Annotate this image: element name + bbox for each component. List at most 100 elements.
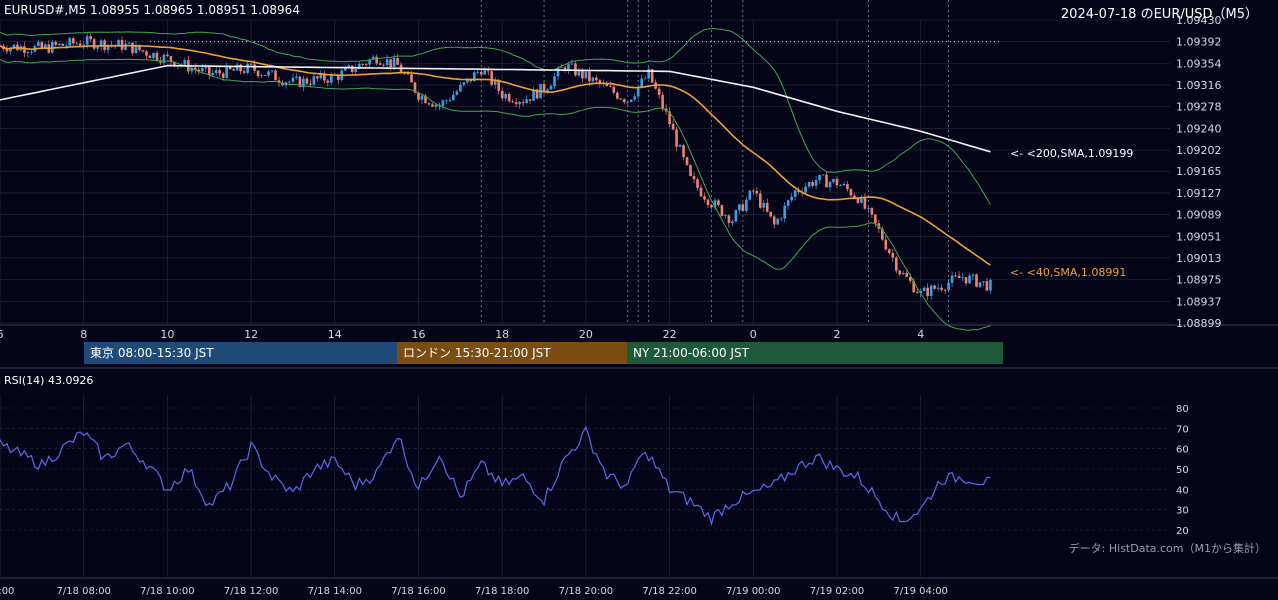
candle-body <box>68 38 72 46</box>
candle-body <box>668 111 671 125</box>
session-london: ロンドン 15:30-21:00 JST <box>397 342 627 364</box>
candle-body <box>685 157 689 166</box>
bollinger-upper-line <box>0 28 991 205</box>
candle-body <box>891 252 895 258</box>
candle-body <box>427 103 431 105</box>
candle-body <box>752 190 755 192</box>
candle-body <box>364 64 368 66</box>
candle-body <box>839 185 842 186</box>
rsi-tick-label: 60 <box>1176 445 1189 456</box>
session-bar: 東京 08:00-15:30 JST ロンドン 15:30-21:00 JST … <box>84 342 1003 364</box>
candle-body <box>417 92 420 100</box>
candle-body <box>898 270 902 275</box>
candle-body <box>964 277 968 284</box>
candle-body <box>570 63 574 65</box>
candle-body <box>724 215 727 217</box>
candle-body <box>120 40 124 50</box>
candle-body <box>556 67 560 77</box>
candle-body <box>609 86 612 87</box>
candle-body <box>901 272 905 275</box>
candle-body <box>954 275 957 277</box>
candle-body <box>922 287 926 291</box>
candle-body <box>124 43 127 50</box>
sma200-line <box>0 64 991 153</box>
candle-body <box>943 289 947 291</box>
candle-body <box>298 76 302 88</box>
candle-body <box>61 43 65 46</box>
candle-body <box>347 65 351 68</box>
session-tokyo: 東京 08:00-15:30 JST <box>84 342 397 364</box>
bollinger-lower-line <box>0 58 991 331</box>
candle-body <box>518 102 521 105</box>
price-tick-label: 1.09051 <box>1176 230 1222 243</box>
candle-body <box>807 182 811 187</box>
candle-body <box>281 82 284 86</box>
time-tick-label: 7/18 22:00 <box>642 586 696 597</box>
candle-body <box>424 95 427 104</box>
candle-body <box>256 70 260 77</box>
candle-body <box>434 104 438 107</box>
candle-body <box>528 99 532 101</box>
price-tick-label: 1.09013 <box>1176 252 1222 265</box>
candle-body <box>37 42 40 46</box>
candle-body <box>309 83 312 85</box>
candle-body <box>194 67 197 70</box>
candle-body <box>786 200 790 206</box>
candle-body <box>968 275 971 284</box>
candle-body <box>511 101 514 103</box>
candle-body <box>92 39 96 49</box>
candle-body <box>741 204 745 211</box>
candle-body <box>720 204 724 216</box>
candle-body <box>532 89 535 101</box>
candle-body <box>211 73 215 75</box>
rsi-tick-label: 50 <box>1176 465 1189 476</box>
price-tick-label: 1.09430 <box>1176 14 1222 27</box>
candle-body <box>316 76 319 79</box>
candle-body <box>89 36 92 40</box>
candle-body <box>166 54 169 57</box>
candle-body <box>581 69 584 79</box>
time-tick-label: 7/18 18:00 <box>475 586 529 597</box>
candle-body <box>389 59 392 67</box>
candle-body <box>131 42 134 54</box>
candle-body <box>769 211 773 217</box>
price-tick-label: 1.09127 <box>1176 187 1222 200</box>
candle-body <box>106 44 110 50</box>
candle-body <box>253 64 256 71</box>
price-tick-label: 1.09278 <box>1176 101 1222 114</box>
hour-tick-label: 20 <box>579 328 593 341</box>
candle-body <box>490 71 494 85</box>
candle-body <box>410 74 413 83</box>
candle-body <box>560 67 563 69</box>
candle-body <box>85 36 89 45</box>
indicator-lines <box>0 28 991 331</box>
price-tick-label: 1.09165 <box>1176 165 1222 178</box>
candle-body <box>856 197 860 203</box>
candle-body <box>117 40 120 46</box>
candle-body <box>479 71 483 75</box>
hour-tick-label: 8 <box>80 328 87 341</box>
candle-body <box>940 287 943 290</box>
candle-body <box>371 56 375 60</box>
rsi-tick-label: 20 <box>1176 526 1189 537</box>
candle-body <box>577 69 581 76</box>
candle-body <box>504 93 507 99</box>
candle-body <box>138 44 141 51</box>
candle-body <box>790 196 793 201</box>
time-tick-label: 7/19 00:00 <box>726 586 780 597</box>
candle-body <box>420 95 424 100</box>
axis-labels: 1.09430 1.09392 1.09354 1.09316 1.09278 1.092… <box>0 14 1222 597</box>
candle-body <box>640 78 643 87</box>
candle-body <box>441 100 445 107</box>
candle-body <box>811 182 814 186</box>
candle-body <box>54 41 58 45</box>
candle-body <box>319 73 323 79</box>
candle-body <box>727 215 731 224</box>
time-tick-label: 7/19 02:00 <box>810 586 864 597</box>
candle-body <box>748 190 752 200</box>
candle-body <box>368 59 371 65</box>
candle-body <box>357 63 361 69</box>
candle-body <box>957 275 961 279</box>
candle-body <box>762 202 766 208</box>
candle-body <box>936 287 940 289</box>
